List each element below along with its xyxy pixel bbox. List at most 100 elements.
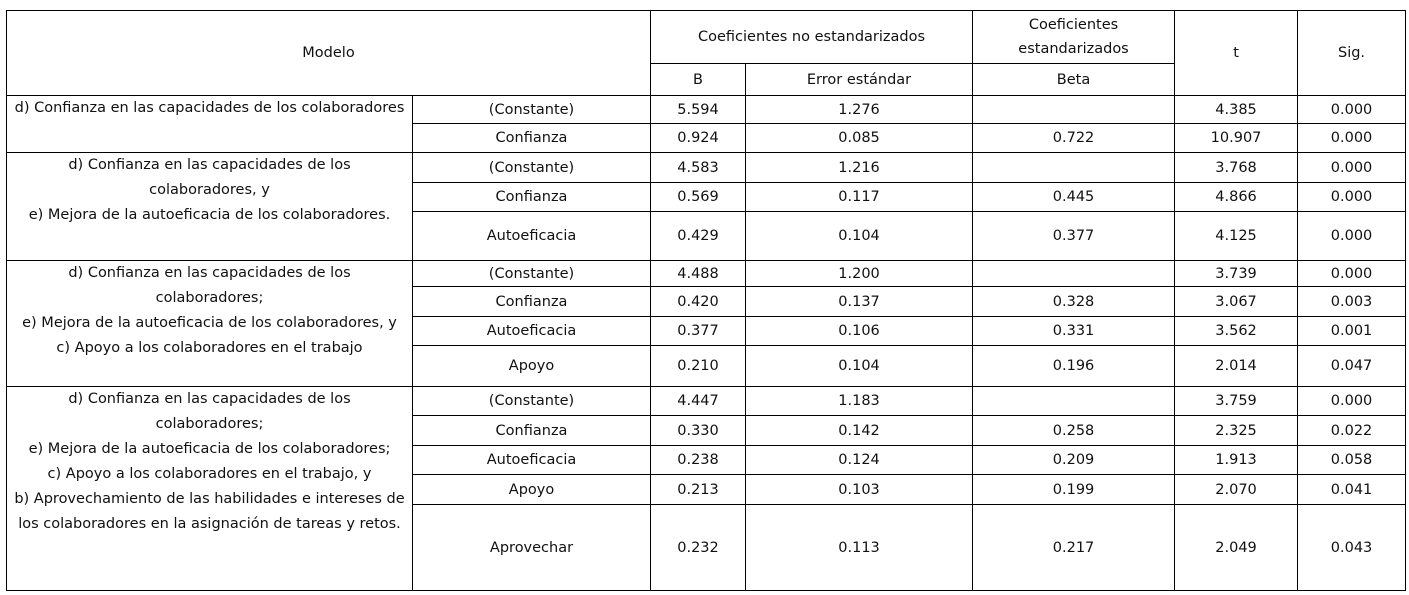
b-cell: 0.377 — [650, 316, 747, 346]
se-cell: 0.117 — [745, 182, 974, 212]
table-row: d) Confianza en las capacidades de los c… — [6, 95, 1407, 153]
sig-cell: 0.000 — [1297, 182, 1407, 212]
table-row: Apoyo 0.210 0.104 0.196 2.014 0.047 — [7, 345, 1407, 387]
sig-cell: 0.000 — [1297, 211, 1407, 261]
predictor-cell: (Constante) — [411, 95, 652, 124]
predictor-cell: Aprovechar — [411, 504, 652, 591]
beta-cell: 0.328 — [972, 286, 1176, 317]
predictor-cell: Autoeficacia — [411, 445, 652, 475]
sig-cell: 0.000 — [1297, 152, 1407, 183]
description-line: c) Apoyo a los colaboradores en el traba… — [47, 466, 372, 482]
header-cell: t — [1174, 10, 1299, 96]
predictor-cell: Apoyo — [411, 474, 652, 505]
description-line: e) Mejora de la autoeficacia de los cola… — [22, 315, 397, 331]
table-row: d) Confianza en las capacidades de los c… — [6, 386, 1407, 591]
header-cell: Coeficientes estandarizados — [972, 10, 1176, 64]
table-row: Autoeficacia 0.429 0.104 0.377 4.125 0.000 — [7, 211, 1407, 261]
b-cell: 0.210 — [650, 345, 747, 387]
predictor-cell: Autoeficacia — [411, 211, 652, 261]
predictor-cell: (Constante) — [411, 152, 652, 183]
table-row: d) Confianza en las capacidades de los c… — [6, 152, 1407, 261]
b-cell: 0.924 — [650, 123, 747, 153]
sig-cell: 0.043 — [1297, 504, 1407, 591]
empty-cell — [972, 386, 1176, 416]
header-cell: Coeficientes no estandarizados — [650, 10, 974, 64]
se-cell: 1.216 — [745, 152, 974, 183]
model-description: d) Confianza en las capacidades de los c… — [6, 95, 413, 153]
sig-cell: 0.000 — [1297, 386, 1407, 416]
sig-cell: 0.003 — [1297, 286, 1407, 317]
header-cell: Sig. — [1297, 10, 1407, 96]
empty-cell — [972, 152, 1176, 183]
t-cell: 4.125 — [1174, 211, 1299, 261]
description-line: d) Confianza en las capacidades de los c… — [68, 265, 351, 306]
b-cell: 0.238 — [650, 445, 747, 475]
header-cell: B — [650, 63, 747, 96]
t-cell: 3.768 — [1174, 152, 1299, 183]
t-cell: 4.385 — [1174, 95, 1299, 124]
sig-cell: 0.001 — [1297, 316, 1407, 346]
beta-cell: 0.209 — [972, 445, 1176, 475]
predictor-cell: Apoyo — [411, 345, 652, 387]
beta-cell: 0.196 — [972, 345, 1176, 387]
model-description: d) Confianza en las capacidades de los c… — [6, 152, 413, 261]
b-cell: 5.594 — [650, 95, 747, 124]
t-cell: 3.562 — [1174, 316, 1299, 346]
table-body: d) Confianza en las capacidades de los c… — [6, 95, 1407, 591]
sig-cell: 0.058 — [1297, 445, 1407, 475]
description-line: d) Confianza en las capacidades de los c… — [68, 157, 351, 198]
b-cell: 4.583 — [650, 152, 747, 183]
beta-cell: 0.217 — [972, 504, 1176, 591]
description-line: d) Confianza en las capacidades de los c… — [68, 391, 351, 432]
se-cell: 0.137 — [745, 286, 974, 317]
sig-cell: 0.022 — [1297, 415, 1407, 446]
b-cell: 0.232 — [650, 504, 747, 591]
t-cell: 2.325 — [1174, 415, 1299, 446]
sig-cell: 0.000 — [1297, 260, 1407, 287]
model-description: d) Confianza en las capacidades de los c… — [6, 386, 413, 591]
beta-cell: 0.199 — [972, 474, 1176, 505]
table-row: Confianza 0.569 0.117 0.445 4.866 0.000 — [7, 182, 1407, 212]
predictor-cell: Confianza — [411, 286, 652, 317]
se-cell: 1.200 — [745, 260, 974, 287]
table-row: Apoyo 0.213 0.103 0.199 2.070 0.041 — [7, 474, 1407, 505]
sig-cell: 0.000 — [1297, 123, 1407, 153]
t-cell: 2.014 — [1174, 345, 1299, 387]
model-description: d) Confianza en las capacidades de los c… — [6, 260, 413, 387]
t-cell: 3.759 — [1174, 386, 1299, 416]
beta-cell: 0.258 — [972, 415, 1176, 446]
b-cell: 0.330 — [650, 415, 747, 446]
header-cell: Beta — [972, 63, 1176, 96]
se-cell: 0.104 — [745, 211, 974, 261]
se-cell: 0.142 — [745, 415, 974, 446]
se-cell: 0.103 — [745, 474, 974, 505]
predictor-cell: (Constante) — [411, 260, 652, 287]
description-line: b) Aprovechamiento de las habilidades e … — [14, 491, 405, 532]
header-cell: Error estándar — [745, 63, 974, 96]
table-row: Confianza 0.420 0.137 0.328 3.067 0.003 — [7, 286, 1407, 317]
header-cell: Modelo — [5, 10, 652, 96]
predictor-cell: Autoeficacia — [411, 316, 652, 346]
table-row: Autoeficacia 0.238 0.124 0.209 1.913 0.058 — [7, 445, 1407, 475]
empty-cell — [972, 260, 1176, 287]
sig-cell: 0.047 — [1297, 345, 1407, 387]
beta-cell: 0.445 — [972, 182, 1176, 212]
t-cell: 3.739 — [1174, 260, 1299, 287]
empty-cell — [972, 95, 1176, 124]
predictor-cell: (Constante) — [411, 386, 652, 416]
t-cell: 10.907 — [1174, 123, 1299, 153]
table-row: Autoeficacia 0.377 0.106 0.331 3.562 0.001 — [7, 316, 1407, 346]
description-line: d) Confianza en las capacidades de los c… — [14, 100, 405, 116]
se-cell: 1.276 — [745, 95, 974, 124]
b-cell: 4.488 — [650, 260, 747, 287]
b-cell: 0.213 — [650, 474, 747, 505]
t-cell: 2.049 — [1174, 504, 1299, 591]
beta-cell: 0.377 — [972, 211, 1176, 261]
t-cell: 4.866 — [1174, 182, 1299, 212]
se-cell: 0.124 — [745, 445, 974, 475]
t-cell: 2.070 — [1174, 474, 1299, 505]
se-cell: 0.113 — [745, 504, 974, 591]
se-cell: 0.085 — [745, 123, 974, 153]
se-cell: 1.183 — [745, 386, 974, 416]
